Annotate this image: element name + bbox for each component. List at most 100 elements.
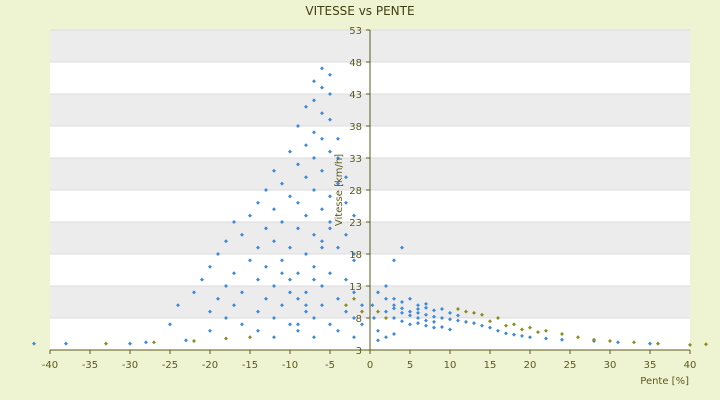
y-tick-label: 53 bbox=[349, 26, 362, 37]
scatter-point bbox=[248, 258, 252, 263]
x-axis-label: Pente [%] bbox=[640, 376, 689, 387]
scatter-point bbox=[416, 303, 420, 308]
scatter-point bbox=[232, 220, 236, 224]
scatter-point bbox=[424, 301, 428, 306]
scatter-point bbox=[520, 333, 524, 338]
scatter-point bbox=[248, 213, 252, 218]
y-tick-label: 18 bbox=[349, 250, 362, 261]
x-tick-labels: -40 -35 -30 -25 -20 -15 -10 -5 0 5 10 15 20 25 30 35 40 bbox=[42, 360, 697, 371]
scatter-point bbox=[328, 271, 332, 276]
x-tick-label: -15 bbox=[242, 360, 258, 371]
scatter-point bbox=[240, 290, 244, 295]
scatter-point bbox=[216, 252, 220, 256]
scatter-point bbox=[272, 335, 276, 340]
chart-title: VITESSE vs PENTE bbox=[305, 4, 414, 18]
scatter-point bbox=[424, 305, 428, 310]
scatter-point bbox=[328, 117, 332, 122]
x-tick-label: 35 bbox=[644, 360, 657, 371]
scatter-point bbox=[312, 335, 316, 340]
scatter-point bbox=[328, 92, 332, 96]
x-tick-label: -40 bbox=[42, 360, 58, 371]
scatter-point bbox=[336, 245, 340, 250]
scatter-point bbox=[344, 232, 348, 237]
scatter-point bbox=[304, 303, 308, 308]
scatter-point bbox=[312, 98, 316, 103]
scatter-point bbox=[320, 85, 324, 90]
y-tick-label: 48 bbox=[349, 58, 362, 69]
scatter-point bbox=[336, 181, 340, 186]
scatter-point bbox=[328, 72, 332, 77]
scatter-point bbox=[128, 341, 132, 346]
scatter-point bbox=[384, 335, 388, 340]
scatter-point bbox=[176, 303, 180, 308]
scatter-point bbox=[200, 277, 204, 282]
y-tick-label: 33 bbox=[349, 154, 362, 165]
scatter-point bbox=[248, 335, 252, 340]
scatter-point bbox=[320, 66, 324, 71]
scatter-point bbox=[224, 284, 228, 288]
scatter-point bbox=[192, 290, 196, 295]
y-tick-label: 13 bbox=[349, 282, 362, 293]
scatter-point bbox=[344, 303, 348, 308]
y-tick-label: 3 bbox=[356, 346, 362, 357]
scatter-point bbox=[224, 336, 228, 341]
scatter-point bbox=[400, 319, 404, 324]
scatter-point bbox=[240, 322, 244, 327]
x-tick-label: -20 bbox=[202, 360, 218, 371]
x-tick-label: -25 bbox=[162, 360, 178, 371]
scatter-point bbox=[560, 337, 564, 342]
scatter-point bbox=[272, 168, 276, 173]
scatter-point bbox=[216, 296, 220, 301]
scatter-point bbox=[400, 245, 404, 250]
scatter-point bbox=[288, 149, 292, 154]
x-tick-label: 0 bbox=[367, 360, 373, 371]
scatter-point bbox=[168, 322, 172, 327]
scatter-point bbox=[240, 232, 244, 237]
x-tick-label: 25 bbox=[564, 360, 577, 371]
axes bbox=[49, 29, 691, 354]
scatter-point bbox=[512, 332, 516, 337]
scatter-point bbox=[208, 309, 212, 314]
x-tick-label: -30 bbox=[122, 360, 138, 371]
scatter-point bbox=[304, 104, 308, 109]
y-tick-label: 43 bbox=[349, 90, 362, 101]
scatter-point bbox=[232, 303, 236, 308]
scatter-point bbox=[352, 213, 356, 218]
scatter-point bbox=[312, 232, 316, 237]
scatter-point bbox=[320, 136, 324, 141]
scatter-point bbox=[392, 303, 396, 308]
scatter-point bbox=[336, 136, 340, 141]
scatter-point bbox=[280, 181, 284, 186]
scatter-point bbox=[256, 245, 260, 250]
x-tick-label: 10 bbox=[444, 360, 457, 371]
x-tick-label: 5 bbox=[407, 360, 413, 371]
scatter-point bbox=[544, 336, 548, 341]
scatter-point bbox=[320, 303, 324, 308]
scatter-point bbox=[224, 239, 228, 244]
scatter-point bbox=[144, 340, 148, 345]
y-tick-label: 38 bbox=[349, 122, 362, 133]
scatter-point bbox=[360, 303, 364, 308]
scatter-point bbox=[296, 124, 300, 128]
scatter-point bbox=[280, 303, 284, 308]
scatter-point bbox=[304, 213, 308, 218]
y-tick-label: 28 bbox=[349, 186, 362, 197]
scatter-point bbox=[488, 319, 492, 324]
x-tick-label: 30 bbox=[604, 360, 617, 371]
x-tick-label: -35 bbox=[82, 360, 98, 371]
scatter-point bbox=[528, 335, 532, 340]
x-tick-label: -5 bbox=[325, 360, 335, 371]
scatter-point bbox=[192, 339, 196, 344]
scatter-point bbox=[320, 245, 324, 250]
y-tick-label: 8 bbox=[356, 314, 362, 325]
scatter-point bbox=[224, 316, 228, 320]
scatter-point bbox=[296, 200, 300, 205]
scatter-point bbox=[370, 303, 375, 308]
scatter-point bbox=[328, 149, 332, 154]
y-tick-label: 23 bbox=[349, 218, 362, 229]
scatter-point bbox=[320, 168, 324, 173]
scatter-point bbox=[352, 335, 356, 340]
